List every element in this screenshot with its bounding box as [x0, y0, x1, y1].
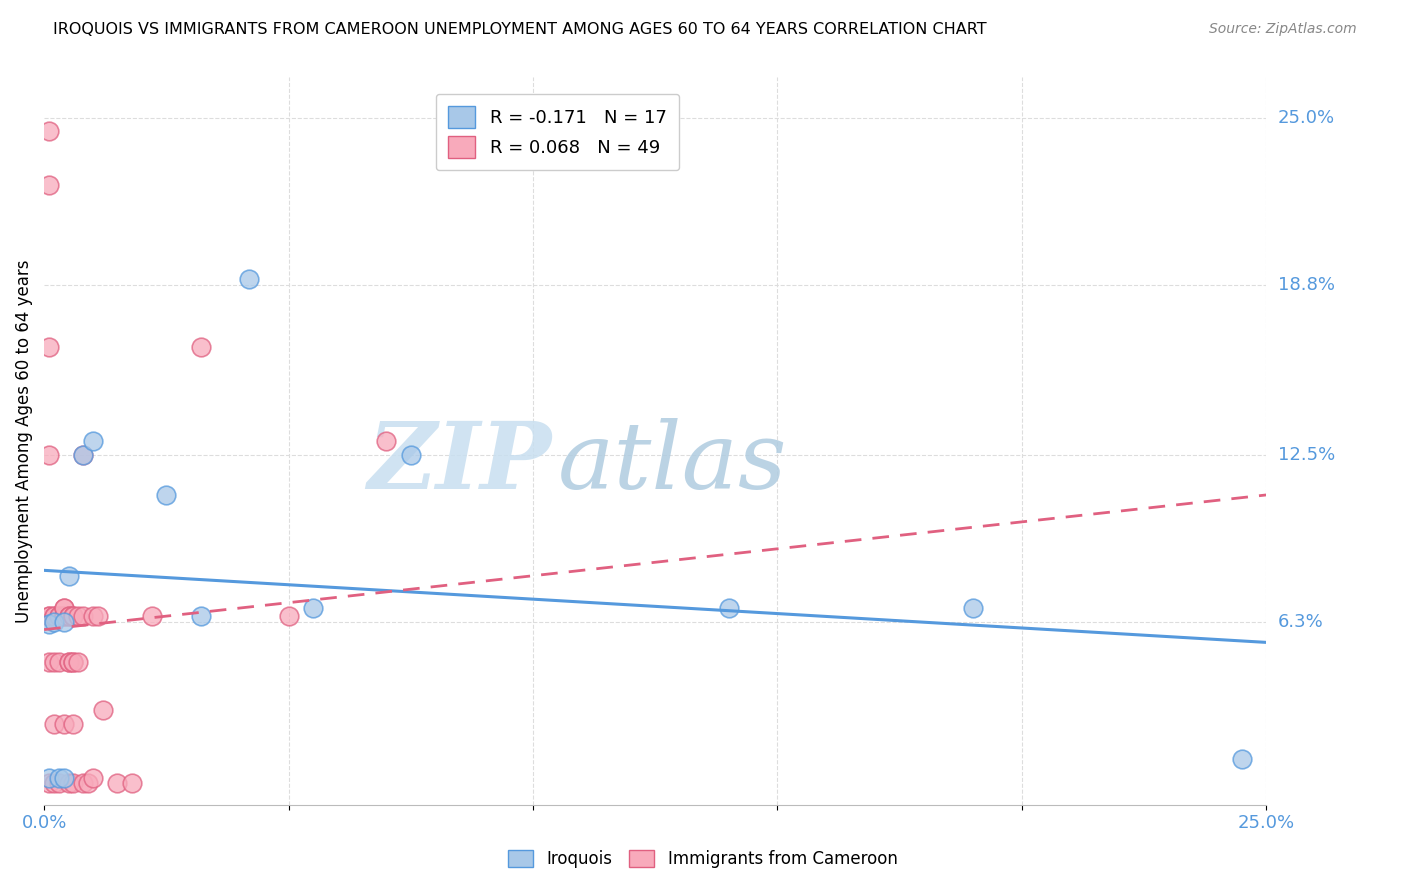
Point	[107, 776, 129, 790]
Point	[62, 655, 84, 669]
Point	[277, 609, 299, 624]
Point	[91, 703, 114, 717]
Point	[38, 609, 60, 624]
Point	[77, 776, 100, 790]
Text: 25.0%: 25.0%	[1278, 109, 1334, 127]
Point	[48, 609, 70, 624]
Point	[52, 717, 75, 731]
Point	[58, 568, 80, 582]
Legend: Iroquois, Immigrants from Cameroon: Iroquois, Immigrants from Cameroon	[502, 843, 904, 875]
Point	[72, 448, 94, 462]
Point	[190, 340, 212, 354]
Point	[717, 601, 740, 615]
Point	[48, 771, 70, 785]
Point	[58, 655, 80, 669]
Text: ZIP: ZIP	[367, 417, 551, 508]
Point	[38, 340, 60, 354]
Point	[72, 448, 94, 462]
Point	[38, 776, 60, 790]
Point	[87, 609, 110, 624]
Point	[62, 609, 84, 624]
Point	[141, 609, 163, 624]
Point	[155, 488, 177, 502]
Point	[38, 771, 60, 785]
Point	[58, 609, 80, 624]
Text: IROQUOIS VS IMMIGRANTS FROM CAMEROON UNEMPLOYMENT AMONG AGES 60 TO 64 YEARS CORR: IROQUOIS VS IMMIGRANTS FROM CAMEROON UNE…	[53, 22, 987, 37]
Point	[52, 609, 75, 624]
Point	[72, 609, 94, 624]
Text: Source: ZipAtlas.com: Source: ZipAtlas.com	[1209, 22, 1357, 37]
Text: atlas: atlas	[557, 417, 787, 508]
Text: 18.8%: 18.8%	[1278, 276, 1334, 293]
Point	[62, 717, 84, 731]
Point	[52, 609, 75, 624]
Point	[48, 609, 70, 624]
Y-axis label: Unemployment Among Ages 60 to 64 years: Unemployment Among Ages 60 to 64 years	[15, 260, 32, 623]
Point	[42, 615, 65, 629]
Point	[38, 655, 60, 669]
Point	[42, 776, 65, 790]
Point	[52, 601, 75, 615]
Text: 12.5%: 12.5%	[1278, 445, 1334, 464]
Point	[238, 272, 260, 286]
Point	[38, 124, 60, 138]
Point	[82, 609, 104, 624]
Text: 6.3%: 6.3%	[1278, 613, 1323, 631]
Point	[58, 655, 80, 669]
Point	[62, 776, 84, 790]
Point	[82, 434, 104, 448]
Point	[48, 776, 70, 790]
Point	[1230, 752, 1253, 766]
Point	[42, 655, 65, 669]
Point	[399, 448, 422, 462]
Point	[38, 178, 60, 193]
Point	[52, 771, 75, 785]
Point	[58, 776, 80, 790]
Point	[67, 609, 90, 624]
Point	[42, 609, 65, 624]
Point	[38, 617, 60, 632]
Legend: R = -0.171   N = 17, R = 0.068   N = 49: R = -0.171 N = 17, R = 0.068 N = 49	[436, 94, 679, 170]
Point	[67, 655, 90, 669]
Point	[962, 601, 984, 615]
Point	[42, 609, 65, 624]
Point	[48, 655, 70, 669]
Point	[38, 448, 60, 462]
Point	[190, 609, 212, 624]
Point	[62, 609, 84, 624]
Point	[52, 601, 75, 615]
Point	[38, 609, 60, 624]
Point	[52, 615, 75, 629]
Point	[375, 434, 398, 448]
Point	[302, 601, 325, 615]
Point	[58, 609, 80, 624]
Point	[62, 655, 84, 669]
Point	[42, 717, 65, 731]
Point	[121, 776, 143, 790]
Point	[72, 776, 94, 790]
Point	[82, 771, 104, 785]
